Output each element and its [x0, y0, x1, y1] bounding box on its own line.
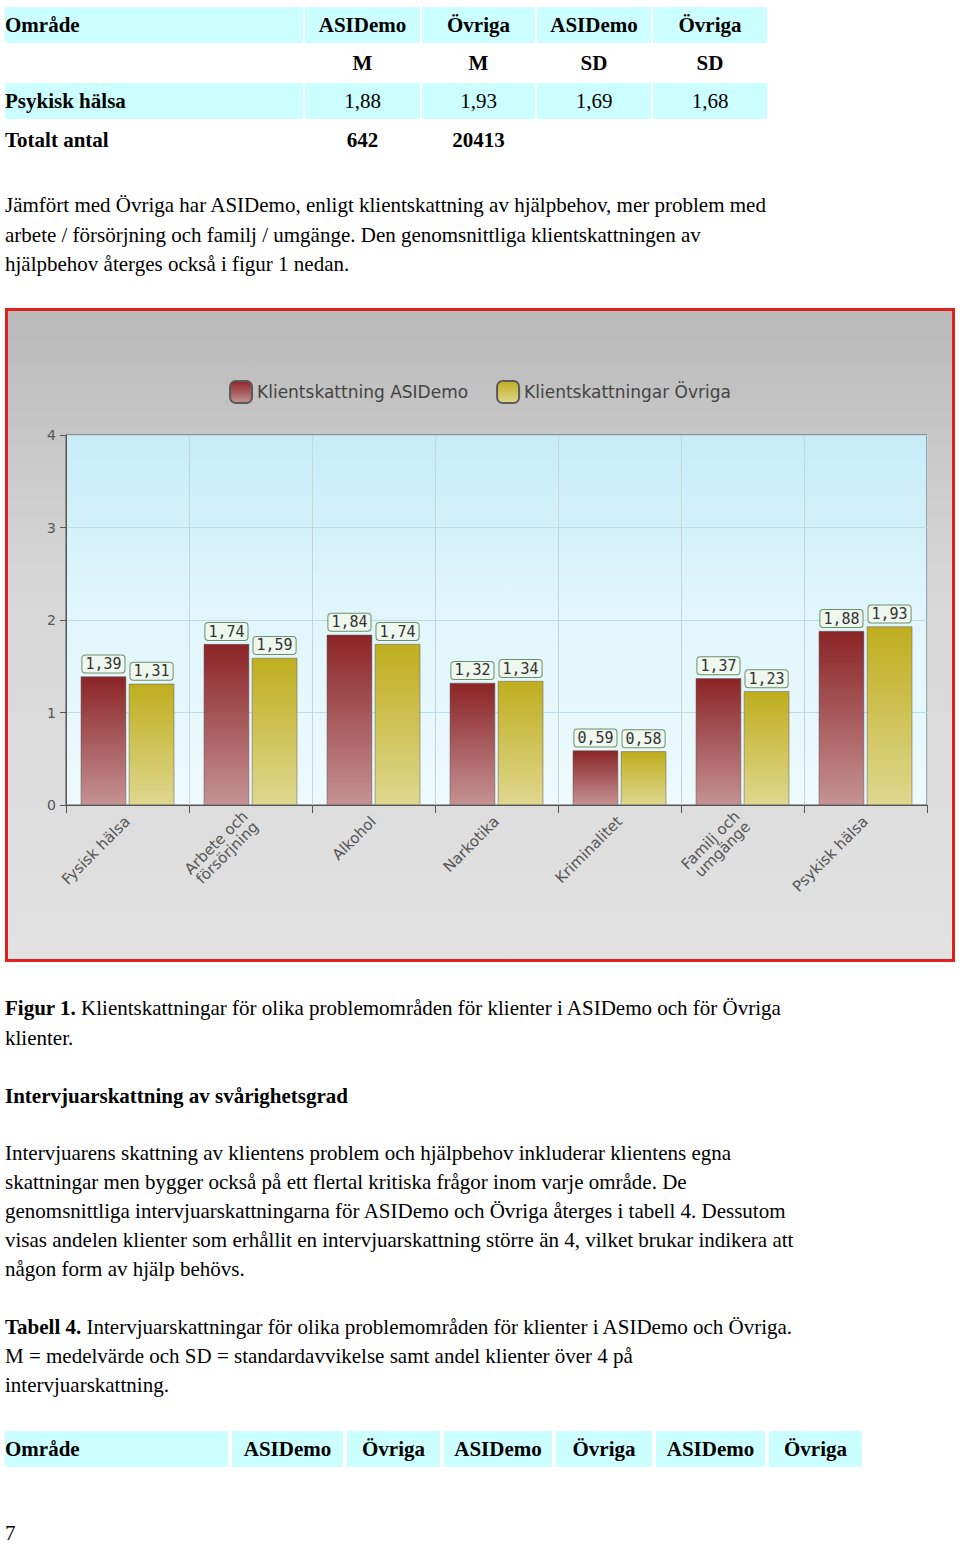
svg-text:1: 1 — [47, 705, 56, 721]
html-text:Område: Område — [5, 1437, 80, 1461]
html-text:ASIDemo: ASIDemo — [666, 1437, 755, 1461]
html-text:M = medelvärde och SD = standa: M = medelvärde och SD = standardavvikels… — [5, 1344, 633, 1368]
html-text:ASIDemo: ASIDemo — [318, 13, 407, 37]
svg-text:4: 4 — [47, 427, 56, 443]
html-text:Övriga: Övriga — [784, 1437, 847, 1461]
html-text:någon form av hjälp behövs.: någon form av hjälp behövs. — [5, 1257, 245, 1281]
html-text:Övriga: Övriga — [678, 13, 742, 37]
svg-text:Kriminalitet: Kriminalitet — [552, 813, 626, 887]
html-text:Område: Område — [5, 13, 80, 37]
svg-text:Klientskattningar Övriga: Klientskattningar Övriga — [524, 381, 731, 402]
svg-text:0,59: 0,59 — [577, 729, 613, 747]
html-text:Figur 1. Klientskattningar för: Figur 1. Klientskattningar för olika pro… — [5, 996, 781, 1020]
svg-text:1,74: 1,74 — [208, 623, 244, 641]
html-text:Övriga: Övriga — [447, 13, 510, 37]
svg-text:1,34: 1,34 — [502, 660, 538, 678]
html-text:7: 7 — [5, 1521, 16, 1544]
html-text:1,93: 1,93 — [460, 89, 497, 113]
html-text:Jämfört med Övriga har ASIDemo: Jämfört med Övriga har ASIDemo, enligt k… — [5, 193, 766, 217]
html-text:M: M — [468, 51, 489, 75]
html-text:arbete / försörjning och famil: arbete / försörjning och familj / umgäng… — [5, 222, 701, 247]
svg-text:Narkotika: Narkotika — [440, 813, 503, 876]
html-text:visas andelen klienter som erh: visas andelen klienter som erhållit en i… — [5, 1228, 794, 1252]
svg-text:1,84: 1,84 — [331, 613, 367, 631]
html-text:ASIDemo: ASIDemo — [550, 13, 638, 37]
svg-text:0,58: 0,58 — [625, 730, 661, 748]
svg-text:Familj och: Familj och — [677, 807, 744, 874]
html-text:20413: 20413 — [452, 128, 505, 152]
svg-text:3: 3 — [47, 520, 56, 536]
svg-text:2: 2 — [47, 612, 56, 628]
html-text:Övriga: Övriga — [362, 1437, 425, 1461]
html-text:Tabell 4. Intervjuarskattninga: Tabell 4. Intervjuarskattningar för olik… — [5, 1315, 793, 1339]
svg-text:1,93: 1,93 — [871, 605, 907, 623]
svg-text:1,88: 1,88 — [823, 610, 859, 628]
html-text:SD: SD — [696, 51, 724, 75]
svg-text:0: 0 — [47, 797, 56, 813]
html-text:hjälpbehov återges också i fig: hjälpbehov återges också i figur 1 nedan… — [5, 252, 350, 276]
html-text:SD: SD — [580, 51, 608, 75]
html-text:M: M — [352, 51, 373, 75]
svg-text:1,31: 1,31 — [133, 662, 169, 680]
html-text:genomsnittliga intervjuarskatt: genomsnittliga intervjuarskattningarna f… — [5, 1199, 786, 1223]
svg-text:1,39: 1,39 — [85, 655, 121, 673]
svg-text:Fysisk hälsa: Fysisk hälsa — [58, 813, 134, 889]
svg-text:1,59: 1,59 — [256, 636, 292, 654]
svg-text:Alkohol: Alkohol — [329, 813, 380, 864]
svg-text:Psykisk hälsa: Psykisk hälsa — [789, 813, 872, 896]
html-text:ASIDemo: ASIDemo — [243, 1437, 332, 1461]
html-text:skattningar men bygger också p: skattningar men bygger också på ett fler… — [5, 1170, 687, 1194]
svg-text:1,74: 1,74 — [379, 623, 415, 641]
html-text:642: 642 — [346, 128, 379, 152]
svg-text:försörjning: försörjning — [192, 818, 262, 888]
html-text:klienter.: klienter. — [5, 1026, 74, 1050]
html-text:1,68: 1,68 — [691, 89, 729, 113]
html-text:Intervjuarens skattning av kli: Intervjuarens skattning av klientens pro… — [5, 1141, 731, 1165]
html-text:1,69: 1,69 — [575, 89, 613, 113]
svg-text:1,32: 1,32 — [454, 661, 490, 679]
svg-text:Klientskattning ASIDemo: Klientskattning ASIDemo — [257, 382, 468, 402]
svg-text:1,37: 1,37 — [700, 657, 736, 675]
html-text:1,88: 1,88 — [344, 89, 381, 113]
svg-text:umgänge: umgänge — [691, 818, 754, 881]
html-text:ASIDemo: ASIDemo — [454, 1437, 542, 1461]
html-text:intervjuarskattning.: intervjuarskattning. — [5, 1373, 169, 1397]
svg-text:1,23: 1,23 — [748, 670, 784, 688]
svg-text:Arbete och: Arbete och — [180, 807, 252, 878]
html-text:Övriga: Övriga — [572, 1437, 636, 1461]
html-text:Psykisk hälsa: Psykisk hälsa — [5, 89, 126, 113]
html-text:Intervjuarskattning av svårigh: Intervjuarskattning av svårighetsgrad — [5, 1084, 348, 1108]
html-text:Totalt antal: Totalt antal — [5, 128, 109, 152]
